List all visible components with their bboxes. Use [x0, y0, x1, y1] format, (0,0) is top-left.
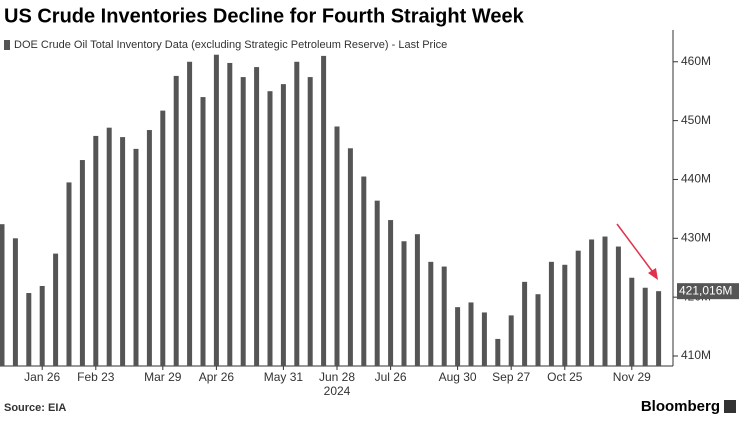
- x-tick-label: Aug 30: [439, 370, 477, 384]
- bar: [414, 234, 420, 366]
- bar: [12, 238, 18, 366]
- x-tick-label: Oct 25: [547, 370, 583, 384]
- bar: [361, 176, 367, 366]
- bar: [173, 75, 179, 366]
- bar: [0, 224, 5, 366]
- x-tick-label: Jan 26: [24, 370, 60, 384]
- bar: [495, 338, 501, 366]
- x-tick-label: Feb 23: [77, 370, 115, 384]
- bar: [307, 77, 313, 366]
- bar: [468, 302, 474, 366]
- year-label: 2024: [324, 384, 351, 398]
- bar: [53, 253, 59, 366]
- source: Source: EIA: [4, 402, 66, 414]
- bar: [602, 236, 608, 366]
- bar: [227, 62, 233, 367]
- bar: [642, 287, 648, 366]
- bar: [254, 67, 260, 366]
- annotation-arrow: [616, 223, 656, 276]
- bar: [133, 148, 139, 366]
- bar: [428, 261, 434, 366]
- last-price-label: 421,016M: [679, 283, 732, 297]
- legend-swatch: [4, 40, 10, 50]
- bar: [562, 264, 568, 366]
- y-tick-label: 450M: [681, 113, 711, 127]
- bar: [508, 315, 514, 366]
- bar: [321, 55, 327, 366]
- bar: [334, 126, 340, 366]
- bar: [535, 294, 541, 366]
- bar: [455, 307, 461, 366]
- bar: [441, 266, 447, 366]
- bar: [280, 84, 286, 367]
- y-tick-label: 430M: [681, 230, 711, 244]
- x-tick-label: Sep 27: [492, 370, 530, 384]
- bar: [26, 293, 32, 366]
- bar: [401, 241, 407, 366]
- bar: [66, 182, 72, 366]
- y-tick-label: 410M: [681, 348, 711, 362]
- brand: Bloomberg: [641, 398, 720, 415]
- bar: [160, 110, 166, 367]
- legend-label: DOE Crude Oil Total Inventory Data (excl…: [14, 39, 447, 51]
- bar: [294, 61, 300, 367]
- y-tick-label: 460M: [681, 54, 711, 68]
- bar: [374, 200, 380, 366]
- bar: [106, 127, 112, 366]
- bar: [481, 312, 487, 366]
- bar: [200, 97, 206, 367]
- x-tick-label: Apr 26: [199, 370, 235, 384]
- bar: [615, 246, 621, 366]
- bar: [39, 285, 45, 366]
- bar: [187, 61, 193, 367]
- bar: [522, 281, 528, 366]
- brand-icon: [724, 400, 736, 413]
- bar: [240, 77, 246, 366]
- x-tick-label: Jul 26: [375, 370, 407, 384]
- bar: [388, 220, 394, 366]
- bar: [629, 277, 635, 366]
- bar: [213, 54, 219, 366]
- x-tick-label: Jun 28: [319, 370, 355, 384]
- bar: [548, 261, 554, 366]
- bar: [120, 137, 126, 366]
- x-tick-label: Mar 29: [144, 370, 182, 384]
- x-tick-label: Nov 29: [613, 370, 651, 384]
- chart-title: US Crude Inventories Decline for Fourth …: [4, 5, 525, 27]
- last-price-box: [677, 283, 739, 300]
- bar: [146, 130, 152, 366]
- bar: [267, 91, 273, 366]
- x-tick-label: May 31: [264, 370, 304, 384]
- bar: [656, 291, 662, 366]
- bar: [79, 160, 85, 366]
- bar: [347, 148, 353, 366]
- bar: [589, 239, 595, 366]
- annotation-arrowhead: [648, 268, 658, 280]
- bar: [575, 250, 581, 366]
- y-tick-label: 440M: [681, 172, 711, 186]
- bar: [93, 135, 99, 366]
